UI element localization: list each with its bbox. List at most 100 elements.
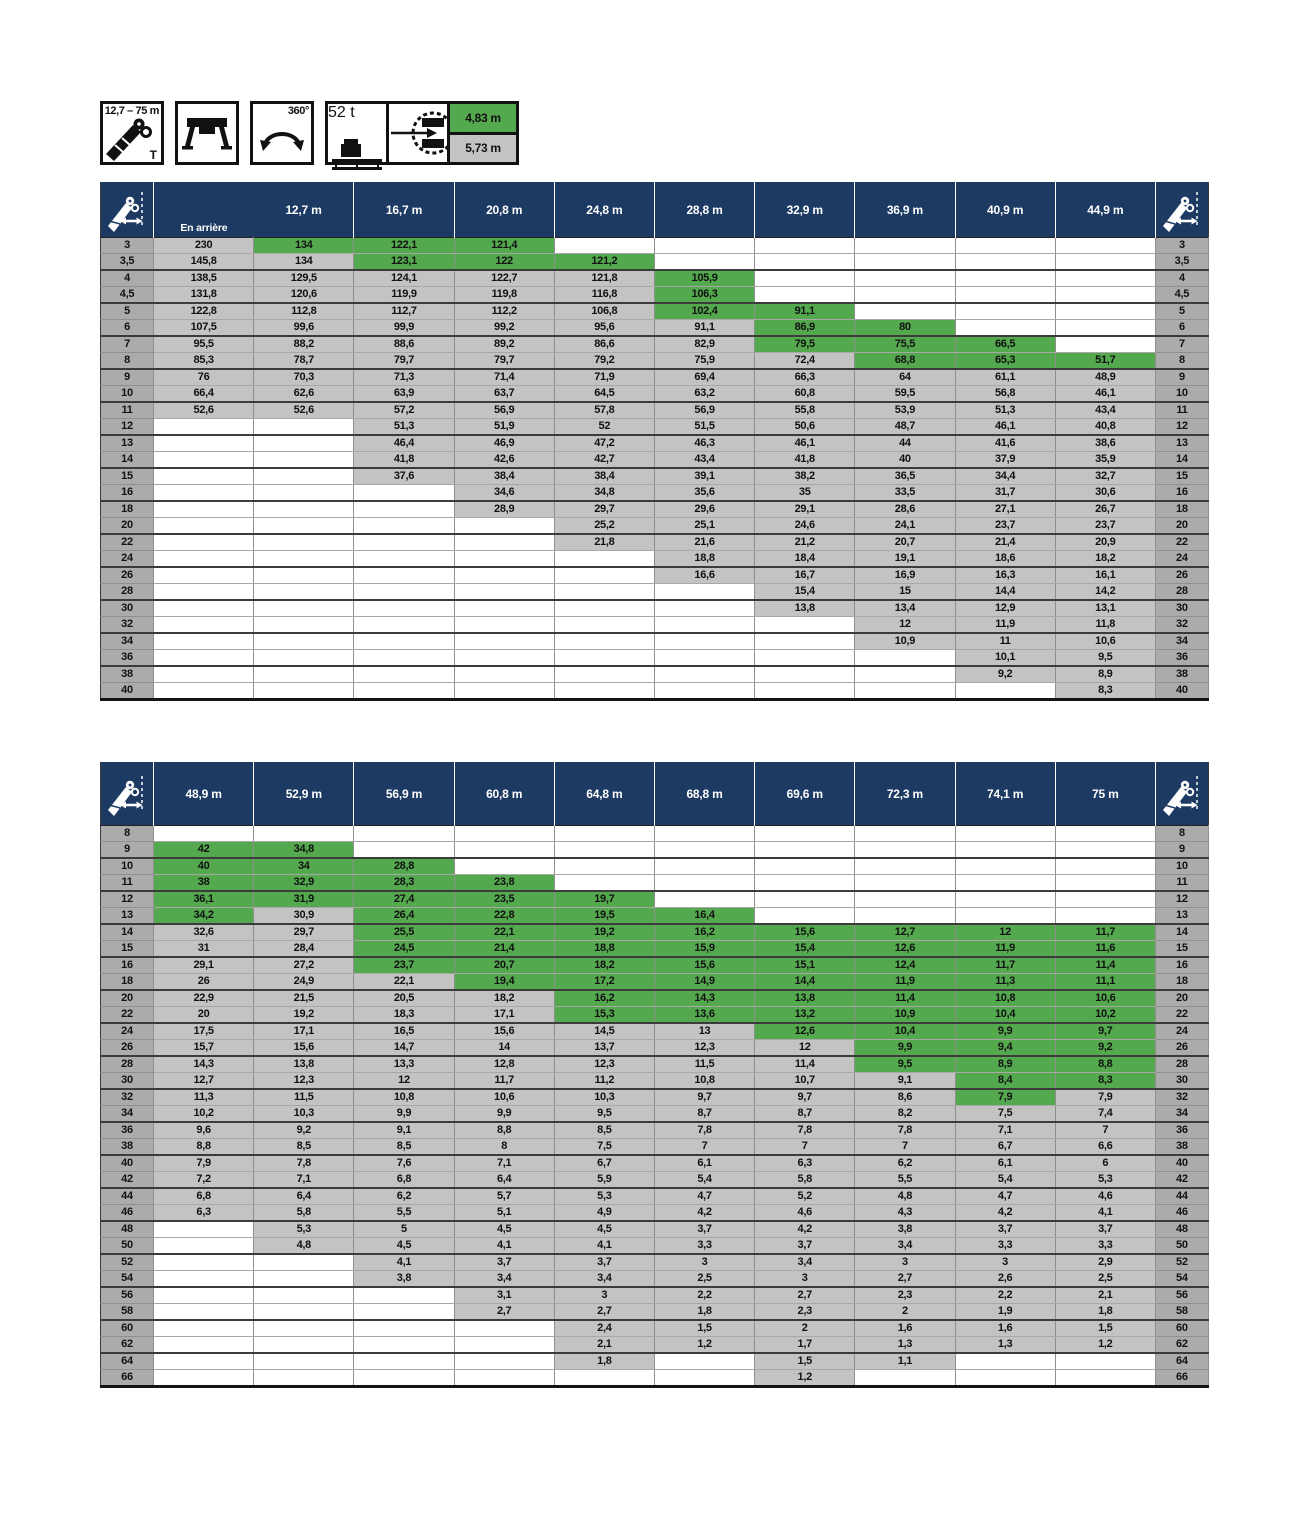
load-cell: 5,3	[554, 1188, 655, 1205]
load-cell: 86,6	[554, 336, 655, 353]
load-cell: 43,4	[1055, 402, 1156, 419]
load-cell	[253, 435, 355, 452]
load-cell	[554, 841, 655, 859]
row-label: 15	[100, 468, 154, 485]
load-cell: 7,9	[955, 1089, 1056, 1106]
load-cell: 64	[854, 369, 956, 386]
load-cell: 5,2	[754, 1188, 856, 1205]
load-cell	[554, 583, 655, 601]
load-cell	[153, 501, 255, 518]
load-cell	[253, 1336, 355, 1354]
load-cell: 3,7	[554, 1254, 655, 1271]
load-cell: 12	[353, 1072, 455, 1090]
load-cell: 2,5	[654, 1270, 756, 1288]
load-cell	[854, 874, 956, 892]
load-cell: 19,4	[454, 973, 555, 991]
load-cell: 66,4	[153, 385, 255, 403]
load-cell	[654, 666, 756, 683]
load-cell: 38,4	[554, 468, 655, 485]
load-cell: 4,7	[654, 1188, 756, 1205]
load-cell: 28,9	[454, 501, 555, 518]
load-cell: 17,1	[253, 1023, 355, 1040]
table-row: 8 85,3 78,7 79,7 79,7 79,2 75,9 72,4 68,8 65,3 51,…	[100, 352, 1209, 370]
load-cell	[554, 649, 655, 667]
load-cell: 42	[153, 841, 255, 859]
load-cell: 2,1	[554, 1336, 655, 1354]
load-cell: 12,3	[253, 1072, 355, 1090]
load-cell: 14,5	[554, 1023, 655, 1040]
load-cell	[1055, 907, 1156, 925]
load-cell: 5,4	[955, 1171, 1056, 1189]
load-cell: 10,9	[854, 1006, 956, 1024]
load-cell: 2	[754, 1320, 856, 1337]
load-cell: 15,4	[754, 583, 856, 601]
table-row: 9 42 34,8 9	[100, 841, 1209, 859]
load-cell: 15,1	[754, 957, 856, 974]
load-cell	[955, 237, 1056, 254]
table-row: 54 3,8 3,4 3,4 2,5 3 2,7 2,6 2,5 54	[100, 1270, 1209, 1288]
load-cell	[253, 1320, 355, 1337]
load-cell: 7,5	[955, 1105, 1056, 1123]
load-cell: 9,9	[353, 1105, 455, 1123]
load-cell: 52,6	[253, 402, 355, 419]
load-cell: 17,5	[153, 1023, 255, 1040]
load-cell: 8,5	[353, 1138, 455, 1156]
table-row: 18 26 24,9 22,1 19,4 17,2 14,9 14,4 11,9 11,3 11,1…	[100, 973, 1209, 991]
load-cell: 2,2	[955, 1287, 1056, 1304]
load-cell: 3	[754, 1270, 856, 1288]
load-cell: 10,7	[754, 1072, 856, 1090]
load-cell: 28,6	[854, 501, 956, 518]
load-cell: 7,1	[253, 1171, 355, 1189]
load-cell: 15,7	[153, 1039, 255, 1057]
load-cell: 71,9	[554, 369, 655, 386]
load-cell: 91,1	[654, 319, 756, 337]
load-cell: 5,4	[654, 1171, 756, 1189]
load-cell: 8,5	[554, 1122, 655, 1139]
row-label: 12	[100, 418, 154, 436]
column-header: 16,7 m	[353, 182, 455, 238]
load-cell: 7	[1055, 1122, 1156, 1139]
load-cell: 10,4	[854, 1023, 956, 1040]
load-cell	[353, 567, 455, 584]
table-row: 16 29,1 27,2 23,7 20,7 18,2 15,6 15,1 12,4 11,7 11…	[100, 957, 1209, 974]
load-cell: 102,4	[654, 303, 756, 320]
load-cell: 8,7	[654, 1105, 756, 1123]
row-label: 30	[100, 600, 154, 617]
table-row: 10 40 34 28,8 10	[100, 858, 1209, 875]
load-cell: 14,7	[353, 1039, 455, 1057]
table-row: 26 16,6 16,7 16,9 16,3 16,1 26	[100, 567, 1209, 584]
load-cell	[153, 600, 255, 617]
tail-radius-values: 4,83 m 5,73 m	[447, 104, 516, 162]
load-cell: 8,8	[153, 1138, 255, 1156]
load-cell	[554, 567, 655, 584]
load-cell: 9,9	[955, 1023, 1056, 1040]
load-cell	[353, 1336, 455, 1354]
load-cell	[153, 1353, 255, 1370]
load-cell: 26,7	[1055, 501, 1156, 518]
row-label: 52	[100, 1254, 154, 1271]
load-cell: 12,7	[854, 924, 956, 941]
load-cell: 34,6	[454, 484, 555, 502]
row-label: 12	[1155, 891, 1209, 908]
load-cell	[1055, 841, 1156, 859]
load-cell	[153, 484, 255, 502]
load-cell: 15	[854, 583, 956, 601]
row-label: 36	[100, 1122, 154, 1139]
load-cell	[1055, 858, 1156, 875]
table-row: 50 4,8 4,5 4,1 4,1 3,3 3,7 3,4 3,3 3,3 50	[100, 1237, 1209, 1255]
load-cell	[955, 891, 1056, 908]
row-label: 8	[1155, 825, 1209, 842]
row-label: 16	[1155, 484, 1209, 502]
load-cell: 22,8	[454, 907, 555, 925]
load-cell: 18,2	[554, 957, 655, 974]
load-cell: 6,2	[854, 1155, 956, 1172]
load-cell	[353, 666, 455, 683]
load-cell	[153, 1221, 255, 1238]
load-cell: 9,6	[153, 1122, 255, 1139]
row-label: 18	[100, 973, 154, 991]
table-row: 9 76 70,3 71,3 71,4 71,9 69,4 66,3 64 61,1 48,9 9	[100, 369, 1209, 386]
load-cell	[854, 270, 956, 287]
load-cell: 15,6	[654, 957, 756, 974]
load-cell: 14,3	[654, 990, 756, 1007]
row-label: 4	[1155, 270, 1209, 287]
